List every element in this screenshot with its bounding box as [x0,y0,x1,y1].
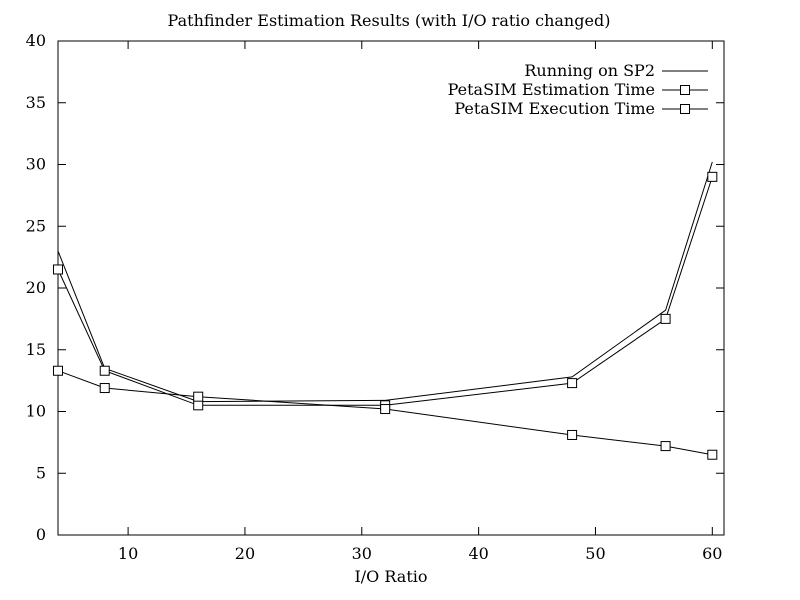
chart-title: Pathfinder Estimation Results (with I/O … [168,11,611,30]
data-point-petasim-estimation-time [567,378,578,389]
y-tick-label: 10 [26,402,46,421]
data-point-petasim-execution-time [99,383,110,394]
series-layer [53,161,718,460]
data-point-petasim-execution-time [707,449,718,460]
x-tick-label: 40 [468,544,488,563]
x-axis-label: I/O Ratio [354,567,427,586]
data-point-petasim-execution-time [380,404,391,415]
y-axis: 0 5 10 15 20 25 30 35 40 [26,31,724,544]
y-tick-label: 25 [26,216,46,235]
data-point-petasim-estimation-time [660,313,671,324]
y-tick-label: 40 [26,31,46,50]
data-point-petasim-execution-time [53,365,63,376]
legend-label-petasim-execution-time: PetaSIM Execution Time [454,99,655,118]
x-axis: 10 20 30 40 50 60 [118,41,722,563]
x-tick-label: 30 [352,544,372,563]
data-point-petasim-execution-time [660,441,671,452]
data-point-petasim-estimation-time [53,264,63,275]
data-point-petasim-estimation-time [99,365,110,376]
x-tick-label: 50 [585,544,605,563]
y-tick-label: 0 [36,525,46,544]
data-point-petasim-estimation-time [193,400,204,411]
legend-marker-petasim-estimation-time [680,85,690,95]
x-tick-label: 10 [118,544,138,563]
y-tick-label: 5 [36,463,46,482]
series-line-running-on-sp2 [57,161,713,403]
y-tick-label: 20 [26,278,46,297]
legend-label-petasim-estimation-time: PetaSIM Estimation Time [448,80,655,99]
y-tick-label: 30 [26,155,46,174]
data-point-petasim-execution-time [567,429,578,440]
data-point-petasim-estimation-time [707,171,718,182]
series-line-petasim-estimation-time [57,176,713,406]
y-tick-label: 15 [26,340,46,359]
legend-label-running-on-sp2: Running on SP2 [524,61,655,80]
x-tick-label: 20 [235,544,255,563]
x-tick-label: 60 [702,544,722,563]
legend-marker-petasim-execution-time [680,104,690,114]
y-tick-label: 35 [26,93,46,112]
data-point-petasim-execution-time [193,391,204,402]
